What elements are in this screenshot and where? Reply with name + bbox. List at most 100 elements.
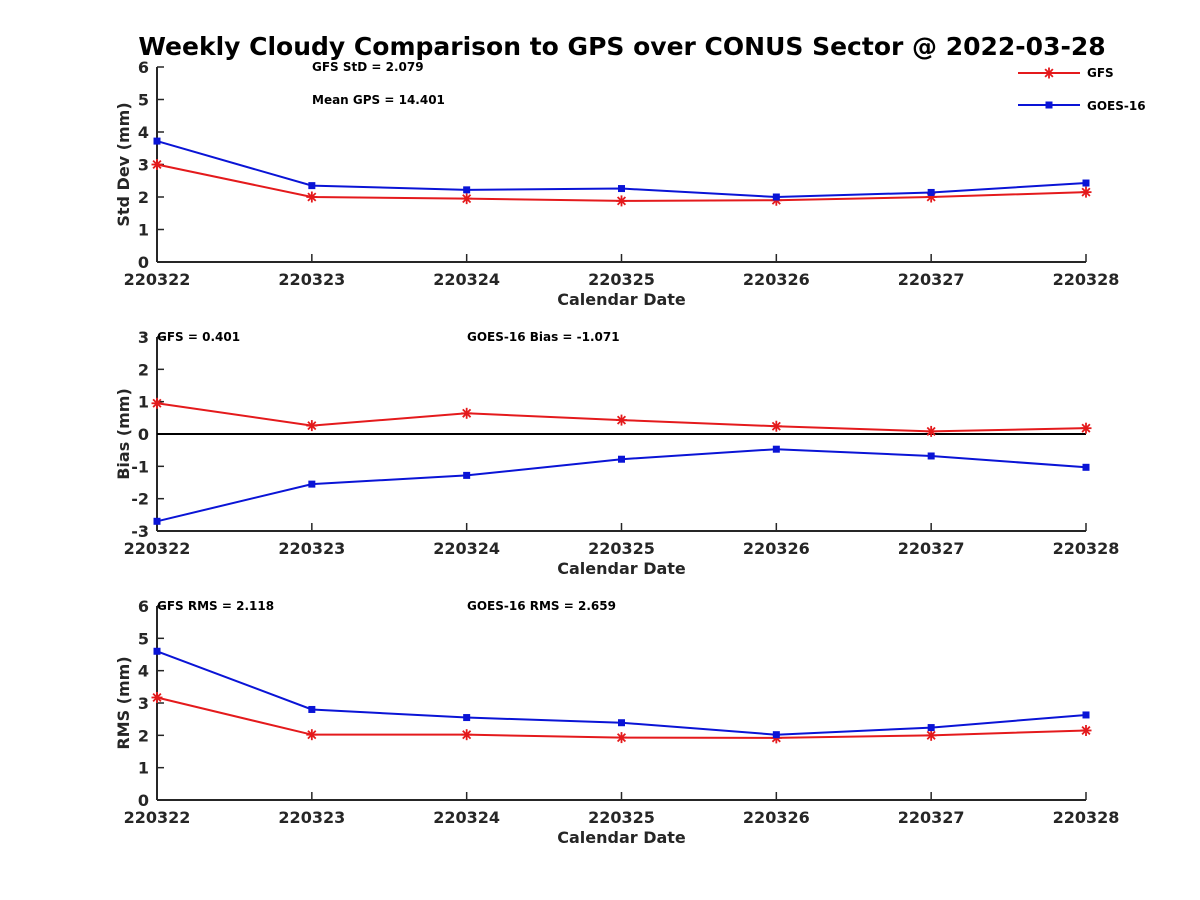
panel-bias-y-axis-label: Bias (mm) [114, 388, 133, 480]
panel-rms-point-gfs [461, 729, 473, 741]
panel-bias-y-tick-label: 0 [138, 425, 149, 444]
panel-rms-y-tick-label: 6 [138, 597, 149, 616]
panel-bias-point-gfs-stroke [1081, 423, 1091, 433]
panel-bias-point-goes16-shape [927, 452, 935, 460]
legend: GFS GOES-16 [1018, 66, 1146, 113]
panel-rms-point-gfs-stroke [1081, 725, 1091, 736]
panel-stddev-series-goes16 [153, 137, 1090, 201]
panel-bias-point-gfs [925, 425, 937, 437]
panel-rms-point-gfs [151, 692, 163, 704]
panel-bias-y-tick-label: -2 [131, 490, 149, 509]
panel-bias-y-tick-label: 2 [138, 360, 149, 379]
panel-rms-point-goes16-shape [772, 731, 780, 739]
panel-rms-point-goes16-shape [463, 714, 471, 722]
panel-bias-point-gfs-stroke [307, 421, 317, 431]
panel-stddev-y-tick-label: 6 [138, 58, 149, 77]
panel-stddev-point-goes16-shape [308, 182, 316, 190]
legend-item-goes16: GOES-16 [1018, 99, 1146, 113]
legend-marker-shape-goes16-shape [1045, 101, 1053, 109]
panel-bias-y-tick-label: -3 [131, 522, 149, 541]
panel-rms-point-goes16 [618, 719, 625, 727]
panel-bias-x-axis-label: Calendar Date [557, 559, 686, 578]
panel-stddev-y-tick-label: 3 [138, 156, 149, 175]
panel-bias: -3 -2 -1 0 1 2 3 220322 220323 220324 220325 220326… [114, 328, 1119, 578]
legend-label-gfs: GFS [1087, 66, 1114, 80]
panel-rms-series-gfs [151, 692, 1092, 744]
panel-bias-point-goes16 [618, 455, 625, 463]
panel-stddev-point-gfs [616, 195, 627, 207]
panel-stddev-y-tick-label: 4 [138, 123, 149, 142]
panel-stddev-point-goes16-shape [1082, 179, 1090, 187]
panel-bias-point-goes16-shape [463, 471, 471, 479]
panel-rms-point-goes16-shape [618, 719, 625, 727]
panel-stddev-point-goes16 [463, 186, 471, 194]
panel-rms-x-tick-label: 220325 [588, 808, 655, 827]
panel-bias-point-goes16 [927, 452, 935, 460]
panel-bias-point-goes16 [772, 445, 780, 453]
panel-rms-x-tick-label: 220326 [743, 808, 810, 827]
panel-bias-point-goes16-shape [1082, 463, 1090, 471]
panel-rms: 0 1 2 3 4 5 6 220322 220323 220324 220325 220326 220… [114, 597, 1119, 847]
panel-bias-annotation: GOES-16 Bias = -1.071 [467, 330, 620, 344]
panel-rms-annotation: GFS RMS = 2.118 [157, 599, 274, 613]
panel-bias-point-gfs [616, 414, 627, 426]
panel-bias-point-gfs-stroke [771, 421, 781, 431]
panel-rms-point-goes16-shape [153, 647, 161, 655]
panel-stddev-point-gfs [461, 193, 473, 205]
panel-stddev: 0 1 2 3 4 5 6 220322 220323 220324 220325 220326 220… [114, 58, 1119, 309]
panel-rms-x-tick-label: 220327 [898, 808, 965, 827]
panel-stddev-point-goes16 [308, 182, 316, 190]
panel-stddev-point-goes16-shape [772, 193, 780, 201]
panel-bias-point-goes16 [153, 517, 161, 525]
figure-title: Weekly Cloudy Comparison to GPS over CON… [138, 32, 1105, 61]
panel-rms-series-goes16 [153, 647, 1090, 739]
panel-rms-point-gfs [616, 732, 627, 744]
panel-bias-point-gfs-stroke [616, 415, 627, 425]
panel-stddev-point-goes16 [618, 185, 625, 193]
panel-bias-point-goes16-shape [308, 480, 316, 488]
panel-stddev-point-gfs-stroke [462, 194, 472, 204]
legend-marker-shape-gfs [1043, 67, 1055, 79]
panel-stddev-annotation: Mean GPS = 14.401 [312, 93, 445, 107]
panel-bias-point-gfs [151, 397, 163, 409]
panel-stddev-point-goes16-shape [153, 137, 161, 145]
panel-rms-x-tick-label: 220328 [1053, 808, 1120, 827]
panel-stddev-point-goes16-shape [618, 185, 625, 193]
panel-bias-y-tick-label: 1 [138, 393, 149, 412]
panel-stddev-y-tick-label: 5 [138, 91, 149, 110]
panel-rms-y-tick-label: 0 [138, 791, 149, 810]
panel-rms-x-axis-label: Calendar Date [557, 828, 686, 847]
panel-rms-y-tick-label: 3 [138, 694, 149, 713]
panel-bias-point-goes16 [1082, 463, 1090, 471]
panel-stddev-point-goes16-shape [463, 186, 471, 194]
panel-stddev-y-tick-label: 2 [138, 188, 149, 207]
legend-marker-shape-gfs-stroke [1044, 68, 1054, 78]
panel-stddev-point-gfs-stroke [616, 196, 627, 206]
panel-stddev-x-tick-label: 220328 [1053, 270, 1120, 289]
panel-rms-x-tick-label: 220324 [433, 808, 500, 827]
panel-bias-x-tick-label: 220327 [898, 539, 965, 558]
panel-bias-annotation: GFS = 0.401 [157, 330, 240, 344]
panels: 0 1 2 3 4 5 6 220322 220323 220324 220325 220326 220… [114, 58, 1119, 847]
panel-rms-point-goes16-shape [308, 705, 316, 713]
panel-stddev-x-tick-label: 220322 [124, 270, 191, 289]
legend-item-gfs: GFS [1018, 66, 1114, 80]
legend-marker-gfs [1043, 67, 1055, 79]
legend-marker-goes16 [1045, 101, 1053, 109]
panel-rms-point-gfs [1080, 724, 1092, 736]
panel-stddev-point-goes16 [1082, 179, 1090, 187]
panel-bias-point-goes16-shape [772, 445, 780, 453]
panel-rms-x-tick-label: 220323 [278, 808, 345, 827]
panel-rms-point-goes16 [308, 705, 316, 713]
panel-bias-x-tick-label: 220323 [278, 539, 345, 558]
panel-rms-point-gfs [925, 729, 937, 741]
panel-rms-y-tick-label: 1 [138, 759, 149, 778]
panel-rms-point-gfs-stroke [462, 730, 472, 740]
panel-bias-point-gfs [1080, 422, 1092, 434]
panel-bias-y-tick-label: 3 [138, 328, 149, 347]
panel-stddev-x-tick-label: 220327 [898, 270, 965, 289]
panel-bias-x-tick-label: 220328 [1053, 539, 1120, 558]
panel-bias-x-tick-label: 220322 [124, 539, 191, 558]
panel-rms-point-gfs [306, 729, 318, 741]
panel-bias-point-goes16-shape [153, 517, 161, 525]
